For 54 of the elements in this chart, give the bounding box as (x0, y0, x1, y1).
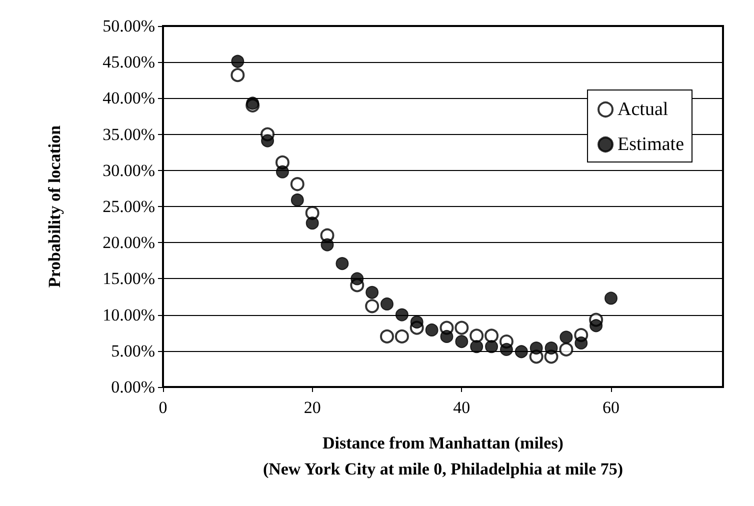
y-tick-label: 20.00% (102, 233, 155, 252)
y-tick-label: 30.00% (102, 160, 155, 180)
point (559, 342, 574, 356)
point (530, 342, 543, 355)
point (380, 297, 394, 310)
point (246, 96, 260, 110)
y-tick-label: 15.00% (102, 269, 155, 288)
point (366, 286, 379, 299)
point (410, 316, 424, 329)
legend-label: Actual (618, 99, 668, 120)
y-tick-label: 5.00% (111, 341, 155, 360)
point (560, 330, 573, 344)
point (470, 328, 484, 343)
point (231, 54, 244, 68)
point (290, 177, 304, 192)
point (440, 330, 454, 343)
point (365, 299, 380, 314)
x-tick-label: 0 (158, 398, 168, 417)
point (336, 257, 349, 270)
point (261, 134, 274, 148)
point (454, 320, 469, 335)
x-tick-label: 60 (602, 398, 620, 417)
point (590, 319, 603, 332)
y-tick-label: 40.00% (102, 88, 155, 108)
y-tick-label: 50.00% (102, 16, 155, 36)
point (276, 165, 289, 178)
y-tick-label: 35.00% (102, 124, 155, 144)
point (455, 335, 468, 348)
point (320, 238, 334, 252)
y-tick-label: 0.00% (111, 378, 155, 396)
point (394, 329, 409, 344)
point (484, 328, 499, 343)
point (544, 342, 558, 355)
point (306, 216, 319, 230)
point (350, 272, 364, 286)
y-tick-label: 25.00% (102, 197, 155, 216)
y-axis-title: Probability of location (45, 124, 64, 288)
point (230, 68, 245, 82)
x-tick-label: 20 (304, 398, 321, 417)
point (485, 340, 498, 354)
legend-label: Estimate (618, 134, 684, 155)
point (395, 308, 408, 322)
point (290, 194, 304, 206)
point (380, 329, 394, 344)
point (604, 292, 618, 305)
x-axis-title: Distance from Manhattan (miles) (New York City at mile 0, Philadelphia at mile 75) (262, 434, 624, 478)
y-tick-label: 45.00% (102, 52, 155, 72)
point (514, 345, 528, 358)
point (500, 342, 513, 356)
x-tick-label: 40 (453, 398, 470, 417)
y-tick-label: 10.00% (102, 305, 155, 324)
point (425, 323, 438, 336)
point (470, 340, 484, 354)
point (574, 336, 588, 350)
